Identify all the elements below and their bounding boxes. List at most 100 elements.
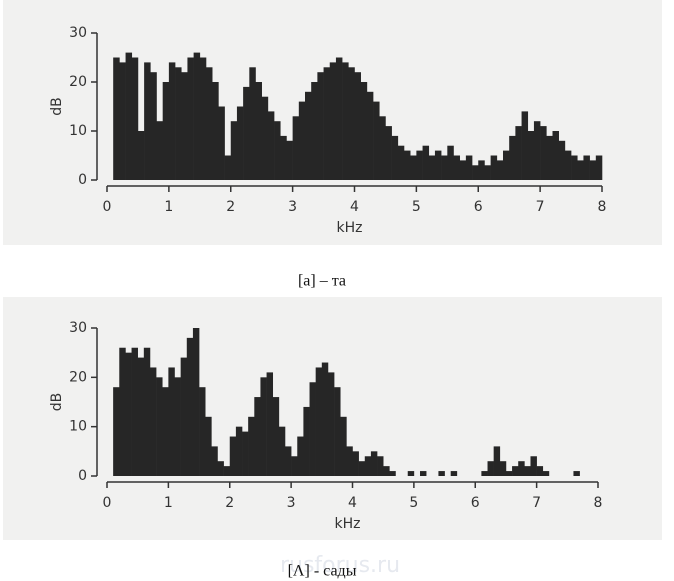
spectrum-bar xyxy=(267,111,275,180)
spectrum-bar xyxy=(137,131,145,180)
spectrum-bar xyxy=(236,106,244,180)
spectrum-bar xyxy=(373,101,380,180)
spectrum-bar xyxy=(298,101,306,180)
spectrum-bar xyxy=(577,160,584,180)
spectrum-bar xyxy=(472,165,479,180)
spectrum-bar xyxy=(335,57,343,180)
spectrum-bar xyxy=(119,347,126,476)
y-tick-label: 30 xyxy=(69,25,87,41)
x-tick-label: 1 xyxy=(164,495,173,511)
spectrum-bar xyxy=(360,82,368,180)
spectrum-bar xyxy=(589,160,597,180)
spectrum-bar xyxy=(255,82,262,180)
spectrum-bar xyxy=(342,62,349,180)
x-tick-label: 3 xyxy=(288,199,297,215)
spectrum-bar xyxy=(484,165,491,180)
spectrum-bar xyxy=(229,436,237,476)
spectrum-bar xyxy=(274,121,281,180)
spectrum-bar xyxy=(540,126,547,180)
spectrum-bar xyxy=(503,150,510,180)
x-tick-label: 0 xyxy=(103,199,112,215)
spectrum-bar xyxy=(113,387,120,476)
spectrum-bar xyxy=(410,155,417,180)
spectrum-bar xyxy=(280,135,287,180)
spectrum-bar xyxy=(180,357,188,476)
spectrum-bar xyxy=(309,382,316,476)
spectrum-bar xyxy=(453,155,460,180)
spectrum-bar xyxy=(459,160,467,180)
spectrum-bar xyxy=(156,377,163,476)
y-tick-label: 20 xyxy=(69,74,87,90)
spectrum-bar xyxy=(212,82,219,180)
spectrum-bar xyxy=(297,436,304,476)
spectrum-bar xyxy=(260,377,267,476)
spectrum-bar xyxy=(389,471,396,476)
spectrum-bar xyxy=(583,155,590,180)
spectrum-bar xyxy=(364,456,372,476)
spectrum-bar xyxy=(278,426,286,476)
spectrum-bar xyxy=(131,347,138,476)
spectrum-bar xyxy=(481,471,488,476)
spectrum-bar xyxy=(552,131,559,180)
spectrum-bar xyxy=(186,337,194,476)
spectrum-bar xyxy=(261,96,269,180)
spectrum-bar xyxy=(125,352,132,476)
spectrum-bar xyxy=(512,466,519,476)
spectrum-bar xyxy=(346,446,353,476)
spectrum-bar xyxy=(465,155,473,180)
y-tick-label: 10 xyxy=(69,123,87,139)
spectrum-bar xyxy=(254,397,261,476)
spectrum-bar xyxy=(217,461,224,476)
spectrum-bar xyxy=(352,451,359,476)
spectrum-bar xyxy=(385,126,392,180)
spectrum-bar xyxy=(530,456,537,476)
x-tick-label: 2 xyxy=(225,495,234,511)
x-tick-label: 6 xyxy=(471,495,480,511)
x-axis-label: kHz xyxy=(335,516,361,532)
spectrum-bar xyxy=(595,155,603,180)
spectrum-bar xyxy=(317,72,324,180)
spectrum-bar xyxy=(505,471,513,476)
spectrum-bar xyxy=(291,456,298,476)
spectrum-bar xyxy=(181,72,188,180)
spectrum-bar xyxy=(175,67,182,180)
spectrum-bar xyxy=(143,347,151,476)
spectrum-bar xyxy=(334,387,341,476)
spectrum-bar xyxy=(162,82,170,180)
spectrum-bar xyxy=(377,456,384,476)
spectrum-bar xyxy=(230,121,238,180)
spectrum-bar xyxy=(493,446,501,476)
spectrum-bar xyxy=(323,67,331,180)
y-tick-label: 0 xyxy=(78,468,87,484)
y-tick-label: 20 xyxy=(69,369,87,385)
spectrum-bar xyxy=(199,57,207,180)
spectrum-bar xyxy=(248,416,255,476)
spectrum-bar xyxy=(354,72,361,180)
spectrum-bar xyxy=(383,466,390,476)
spectrum-bar xyxy=(434,150,442,180)
spectrum-bar xyxy=(573,471,580,476)
spectrum-bar xyxy=(366,91,374,180)
spectrum-bar xyxy=(149,367,157,476)
spectrum-bar xyxy=(305,91,312,180)
spectrum-bar xyxy=(428,155,436,180)
spectrum-bar xyxy=(224,155,232,180)
spectrum-bar xyxy=(174,377,181,476)
spectrum-bar xyxy=(125,52,133,180)
caption: [Λ] - сады xyxy=(288,563,357,580)
x-tick-label: 7 xyxy=(532,495,541,511)
watermark: rusforus.ru xyxy=(280,553,400,578)
spectrum-bar xyxy=(416,150,423,180)
spectrum-bar xyxy=(397,145,405,180)
spectrum-bar xyxy=(242,431,249,476)
spectrum-bar xyxy=(286,140,293,180)
spectrum-bar xyxy=(321,362,329,476)
spectrum-bar xyxy=(515,126,522,180)
x-tick-label: 4 xyxy=(348,495,357,511)
spectrum-bar xyxy=(223,466,231,476)
spectrum-bar xyxy=(193,52,201,180)
y-axis-label: dB xyxy=(49,97,65,116)
spectrum-bar xyxy=(168,367,175,476)
spectrum-bar xyxy=(447,145,454,180)
